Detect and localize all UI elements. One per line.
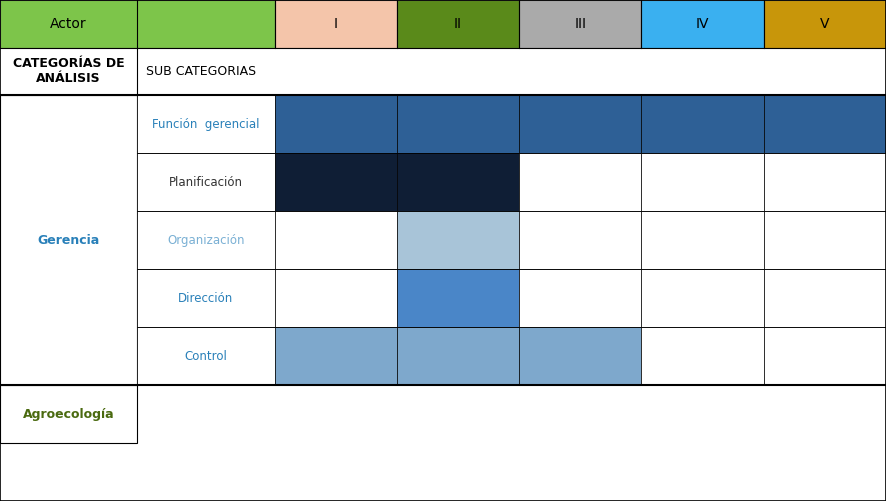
Bar	[137, 95, 275, 153]
Text: Función  gerencial: Función gerencial	[152, 118, 260, 131]
Bar	[519, 211, 641, 269]
Bar	[641, 153, 764, 211]
Text: Planificación: Planificación	[169, 176, 243, 189]
Bar	[0, 48, 886, 95]
Bar	[764, 269, 886, 327]
Bar	[275, 269, 397, 327]
Bar	[275, 153, 397, 211]
Text: Agroecología: Agroecología	[23, 407, 114, 420]
Bar	[519, 327, 641, 385]
Bar	[397, 211, 519, 269]
Bar	[397, 327, 519, 385]
Bar	[764, 153, 886, 211]
Bar	[397, 0, 519, 48]
Bar	[519, 95, 641, 153]
Bar	[0, 95, 137, 385]
Text: Organización: Organización	[167, 233, 245, 246]
Bar	[764, 327, 886, 385]
Text: V: V	[820, 17, 829, 31]
Bar	[397, 269, 519, 327]
Bar	[137, 153, 275, 211]
Bar	[519, 0, 641, 48]
Bar	[764, 0, 886, 48]
Text: Actor: Actor	[51, 17, 87, 31]
Bar	[275, 211, 397, 269]
Text: Control: Control	[184, 350, 228, 363]
Bar	[641, 269, 764, 327]
Bar	[275, 0, 397, 48]
Bar	[641, 327, 764, 385]
Bar	[641, 0, 764, 48]
Bar	[0, 0, 275, 48]
Bar	[519, 269, 641, 327]
Text: Dirección: Dirección	[178, 292, 234, 305]
Bar	[275, 327, 397, 385]
Text: III: III	[574, 17, 587, 31]
Bar	[397, 153, 519, 211]
Bar	[137, 211, 275, 269]
Bar	[641, 95, 764, 153]
Text: Gerencia: Gerencia	[37, 233, 100, 246]
Text: SUB CATEGORIAS: SUB CATEGORIAS	[146, 65, 256, 78]
Bar	[641, 211, 764, 269]
Bar	[519, 153, 641, 211]
Text: II: II	[454, 17, 462, 31]
Bar	[275, 95, 397, 153]
Bar	[137, 327, 275, 385]
Text: I: I	[334, 17, 338, 31]
Bar	[397, 95, 519, 153]
Text: CATEGORÍAS DE
ANÁLISIS: CATEGORÍAS DE ANÁLISIS	[13, 58, 124, 85]
Bar	[764, 211, 886, 269]
Bar	[0, 385, 137, 443]
Bar	[764, 95, 886, 153]
Bar	[137, 269, 275, 327]
Text: IV: IV	[696, 17, 710, 31]
